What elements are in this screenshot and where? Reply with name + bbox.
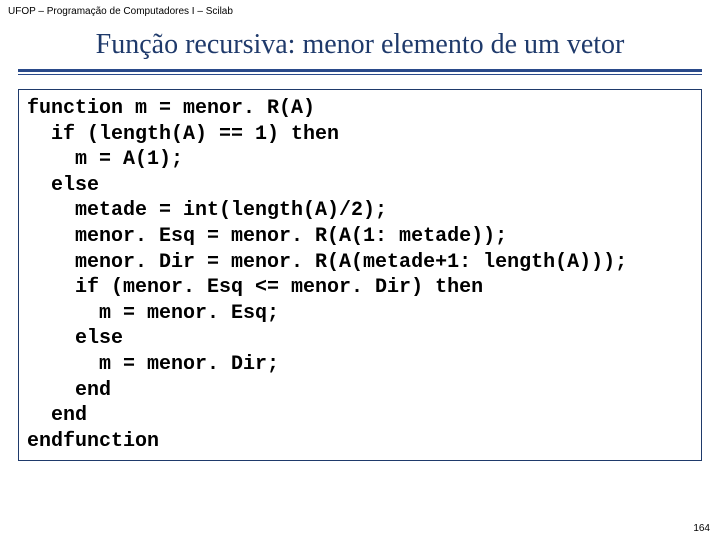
code-line: if (length(A) == 1) then (27, 122, 693, 148)
code-line: m = A(1); (27, 147, 693, 173)
code-line: end (27, 403, 693, 429)
code-line: endfunction (27, 429, 693, 455)
code-line: function m = menor. R(A) (27, 96, 693, 122)
code-block: function m = menor. R(A) if (length(A) =… (18, 89, 702, 461)
page-number: 164 (693, 523, 710, 534)
code-line: if (menor. Esq <= menor. Dir) then (27, 275, 693, 301)
divider-thick (18, 69, 702, 72)
code-line: else (27, 173, 693, 199)
code-line: end (27, 378, 693, 404)
code-line: menor. Esq = menor. R(A(1: metade)); (27, 224, 693, 250)
code-line: m = menor. Esq; (27, 301, 693, 327)
slide-title: Função recursiva: menor elemento de um v… (0, 29, 720, 61)
course-header: UFOP – Programação de Computadores I – S… (0, 0, 720, 17)
code-line: menor. Dir = menor. R(A(metade+1: length… (27, 250, 693, 276)
code-line: else (27, 326, 693, 352)
code-line: metade = int(length(A)/2); (27, 198, 693, 224)
divider-thin (18, 74, 702, 75)
title-divider (18, 69, 702, 75)
code-line: m = menor. Dir; (27, 352, 693, 378)
